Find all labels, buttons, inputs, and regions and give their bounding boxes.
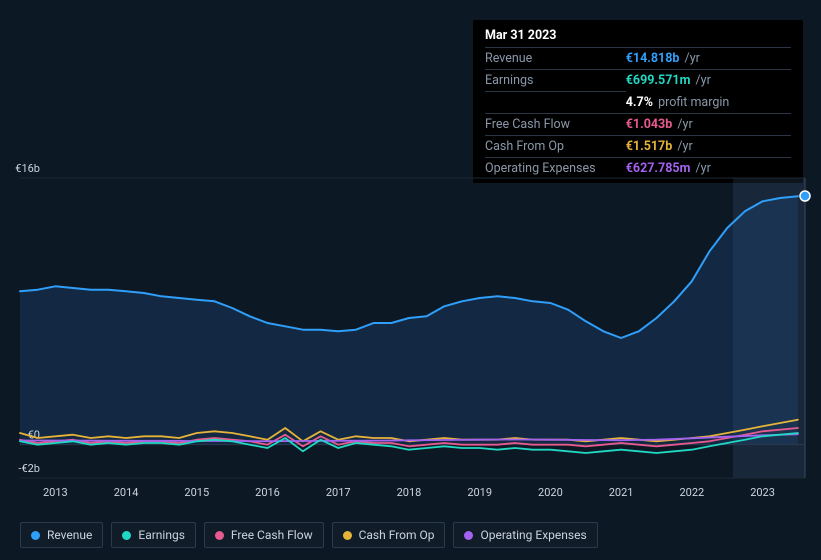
- svg-text:€16b: €16b: [15, 162, 40, 175]
- svg-text:2016: 2016: [255, 486, 280, 499]
- svg-text:2020: 2020: [538, 486, 563, 499]
- svg-text:2017: 2017: [326, 486, 351, 499]
- svg-text:2014: 2014: [114, 486, 139, 499]
- legend-swatch: [215, 531, 224, 540]
- svg-text:2018: 2018: [397, 486, 422, 499]
- legend-label: Revenue: [47, 528, 92, 542]
- legend-label: Operating Expenses: [480, 528, 586, 542]
- legend-label: Free Cash Flow: [231, 528, 313, 542]
- legend: Revenue Earnings Free Cash Flow Cash Fro…: [20, 522, 598, 548]
- legend-swatch: [343, 531, 352, 540]
- svg-text:-€2b: -€2b: [18, 462, 40, 475]
- legend-swatch: [31, 531, 40, 540]
- chart-container: Mar 31 2023 Revenue €14.818b /yr Earning…: [0, 0, 821, 560]
- legend-item-fcf[interactable]: Free Cash Flow: [204, 522, 324, 548]
- legend-swatch: [464, 531, 473, 540]
- svg-text:2022: 2022: [679, 486, 704, 499]
- legend-item-cfo[interactable]: Cash From Op: [332, 522, 446, 548]
- svg-text:2023: 2023: [750, 486, 775, 499]
- svg-text:2021: 2021: [609, 486, 634, 499]
- svg-text:2019: 2019: [467, 486, 492, 499]
- legend-label: Cash From Op: [359, 528, 435, 542]
- svg-text:2015: 2015: [184, 486, 209, 499]
- chart-svg[interactable]: €16b€0-€2b201320142015201620172018201920…: [0, 0, 821, 560]
- legend-item-earnings[interactable]: Earnings: [111, 522, 196, 548]
- legend-item-revenue[interactable]: Revenue: [20, 522, 103, 548]
- legend-swatch: [122, 531, 131, 540]
- legend-label: Earnings: [138, 528, 185, 542]
- svg-text:2013: 2013: [43, 486, 68, 499]
- legend-item-opex[interactable]: Operating Expenses: [453, 522, 597, 548]
